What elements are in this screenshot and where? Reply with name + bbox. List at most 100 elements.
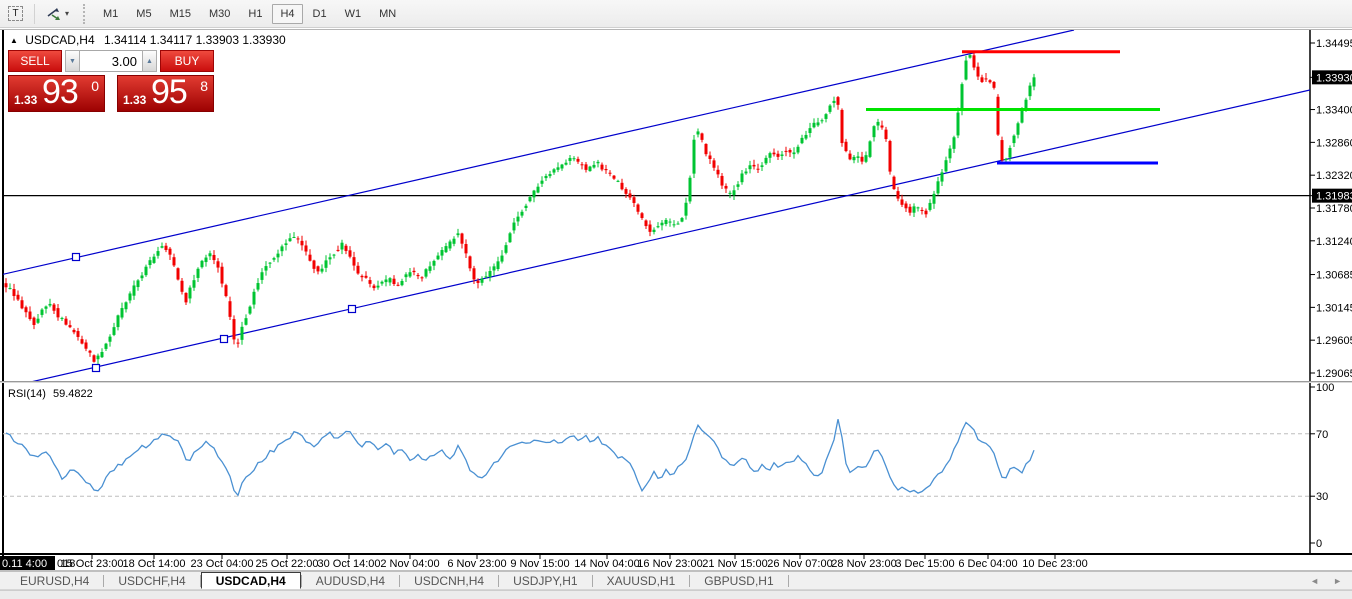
timeframe-button-w1[interactable]: W1 <box>337 4 370 24</box>
tabs-scroll-right-button[interactable]: ► <box>1333 575 1342 586</box>
window-splitter[interactable] <box>0 570 1352 572</box>
chart-tab-usdcad[interactable]: USDCAD,H4 <box>200 572 301 589</box>
channel-upper-trendline[interactable] <box>0 30 1075 275</box>
price-tick-label: 1.30145 <box>1316 302 1352 314</box>
time-tick-label: 28 Nov 23:00 <box>831 558 896 570</box>
trendline-handle[interactable] <box>219 334 229 344</box>
volume-increase-button[interactable]: ▲ <box>142 50 157 72</box>
timeframe-button-m1[interactable]: M1 <box>95 4 126 24</box>
time-tick-label: 10 Dec 23:00 <box>1022 558 1087 570</box>
anchor-time-badge <box>0 556 55 570</box>
chart-tab-audusd[interactable]: AUDUSD,H4 <box>315 573 386 588</box>
tab-separator <box>787 574 789 587</box>
toolbar: T ▾ M1 M5 M15 M30 H1 H4 D1 W1 MN <box>0 0 1352 28</box>
chart-tab-usdjpy[interactable]: USDJPY,H1 <box>513 573 578 588</box>
text-tool-button[interactable]: T <box>1 3 30 25</box>
tab-separator <box>498 574 500 587</box>
buy-price-prefix: 1.33 <box>123 93 147 107</box>
tab-separator <box>399 574 401 587</box>
time-tick-label: 14 Nov 04:00 <box>574 558 639 570</box>
time-tick-label: 2 Nov 04:00 <box>380 558 439 570</box>
chart-canvas[interactable]: 1.344951.339301.334001.328601.323201.319… <box>0 29 1352 572</box>
toolbar-separator <box>34 3 35 24</box>
price-tick-label: 1.31240 <box>1316 236 1352 248</box>
timeframe-button-mn[interactable]: MN <box>371 4 404 24</box>
buy-price-big: 95 <box>151 73 188 111</box>
price-tick-label: 1.30685 <box>1316 270 1352 282</box>
chart-tab-eurusd[interactable]: EURUSD,H4 <box>20 573 90 588</box>
chart-tab-usdcnh[interactable]: USDCNH,H4 <box>414 573 485 588</box>
sell-price-big: 93 <box>42 73 79 111</box>
price-badge <box>1312 188 1352 203</box>
tab-separator <box>199 574 201 587</box>
price-tick-label: 1.32320 <box>1316 170 1352 182</box>
price-axis[interactable]: 1.34495 1.33930 1.33400 1.32860 1.32320 1.319… <box>1310 38 1352 550</box>
candles-layer <box>4 50 1036 365</box>
timeframe-button-d1[interactable]: D1 <box>305 4 335 24</box>
time-tick-label: 18 Oct 14:00 <box>123 558 186 570</box>
buy-price-sup: 8 <box>200 78 208 94</box>
buy-price-panel[interactable]: 1.33 95 8 <box>117 73 214 112</box>
tabs-scroll-left-button[interactable]: ◄ <box>1310 575 1320 586</box>
price-tick-label: 1.31983 <box>1316 191 1352 203</box>
tab-separator <box>300 574 302 587</box>
price-tick-label: 1.33930 <box>1316 72 1352 84</box>
time-tick-label: 25 Oct 22:00 <box>256 558 319 570</box>
sell-button[interactable]: SELL <box>8 50 62 72</box>
rsi-indicator-label: RSI(14) 59.4822 <box>8 388 93 400</box>
time-tick-label: 16 Nov 23:00 <box>637 558 702 570</box>
time-tick-label: 3 Dec 15:00 <box>895 558 954 570</box>
chart-ohlc-values: 1.34114 1.34117 1.33903 1.33930 <box>103 33 286 47</box>
rsi-pane[interactable] <box>3 419 1310 497</box>
price-tick-label: 1.29065 <box>1316 368 1352 380</box>
rsi-name: RSI(14) <box>8 388 46 400</box>
trendline-handle[interactable] <box>347 304 357 314</box>
tab-separator <box>689 574 691 587</box>
time-tick-label: 6 Dec 04:00 <box>958 558 1017 570</box>
time-tick-label: 9 Nov 15:00 <box>510 558 569 570</box>
text-tool-icon: T <box>8 6 23 21</box>
rsi-line <box>5 419 1035 497</box>
rsi-tick-label: 70 <box>1316 429 1328 441</box>
anchor-time-text: 0.11 4:00 <box>2 558 47 570</box>
rsi-tick-label: 0 <box>1316 538 1322 550</box>
volume-stepper: ▼ ▲ <box>65 50 157 72</box>
trendline-handle[interactable] <box>71 252 81 262</box>
chart-area: 1.34495 1.33930 1.33400 1.32860 1.32320 1.319… <box>0 29 1352 572</box>
trendline-handle[interactable] <box>91 363 101 373</box>
timeframe-button-h4[interactable]: H4 <box>272 3 303 24</box>
one-click-trading-panel: SELL ▼ ▲ BUY 1.33 93 0 1.33 95 8 <box>8 50 220 112</box>
rsi-tick-label: 100 <box>1316 382 1334 394</box>
sell-price-panel[interactable]: 1.33 93 0 <box>8 73 105 112</box>
pane-borders <box>0 29 1352 572</box>
chart-tabbar: EURUSD,H4 USDCHF,H4 USDCAD,H4 AUDUSD,H4 USDC… <box>0 572 1352 590</box>
price-badge <box>1312 70 1352 85</box>
rsi-value: 59.4822 <box>52 388 93 400</box>
buy-button[interactable]: BUY <box>160 50 214 72</box>
price-tick-label: 1.34495 <box>1316 38 1352 50</box>
arrow-style-tool-button[interactable]: ▾ <box>39 3 76 25</box>
timeframe-button-m15[interactable]: M15 <box>162 4 199 24</box>
price-tick-label: 1.33400 <box>1316 105 1352 117</box>
timeframe-button-h1[interactable]: H1 <box>240 4 270 24</box>
time-tick-label: 21 Nov 15:00 <box>702 558 767 570</box>
main-price-pane[interactable] <box>0 30 1310 389</box>
timeframe-button-m5[interactable]: M5 <box>128 4 159 24</box>
time-tick-label: 15 Oct 23:00 <box>61 558 124 570</box>
volume-input[interactable] <box>80 50 142 72</box>
tabs-container: EURUSD,H4 USDCHF,H4 USDCAD,H4 AUDUSD,H4 USDC… <box>0 572 789 589</box>
timeframe-button-m30[interactable]: M30 <box>201 4 238 24</box>
volume-decrease-button[interactable]: ▼ <box>65 50 80 72</box>
chart-tab-gbpusd[interactable]: GBPUSD,H1 <box>704 573 774 588</box>
time-tick-label: 23 Oct 04:00 <box>191 558 254 570</box>
toolbar-grip[interactable] <box>83 3 90 24</box>
chart-tab-usdchf[interactable]: USDCHF,H4 <box>118 573 186 588</box>
channel-lower-trendline[interactable] <box>0 89 1310 389</box>
rsi-tick-label: 30 <box>1316 491 1328 503</box>
time-axis[interactable]: 15 Oct 23:00 18 Oct 14:00 23 Oct 04:00 25 O… <box>0 554 1088 570</box>
price-tick-label: 1.31780 <box>1316 203 1352 215</box>
time-tick-label: 30 Oct 14:00 <box>318 558 381 570</box>
collapse-triangle-icon: ▲ <box>10 36 18 45</box>
chart-tab-xauusd[interactable]: XAUUSD,H1 <box>606 573 676 588</box>
